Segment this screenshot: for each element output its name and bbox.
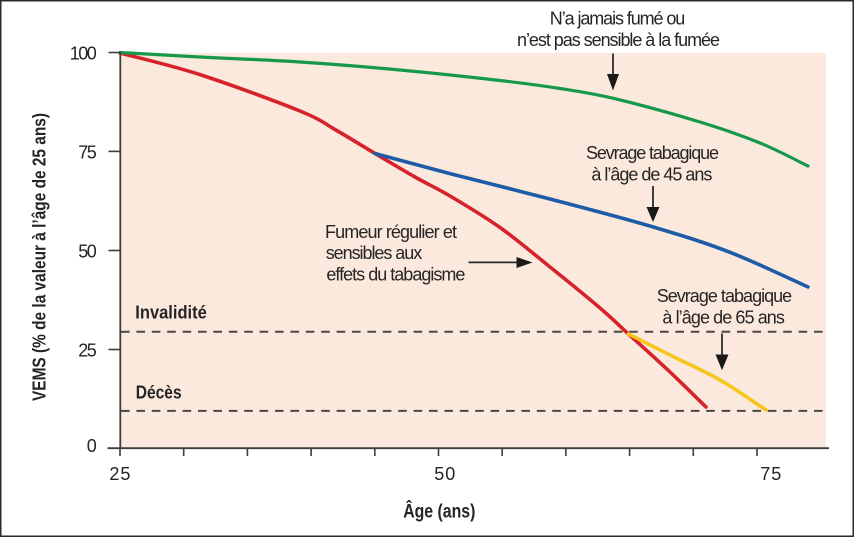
svg-text:75: 75 [78,142,97,162]
svg-text:0: 0 [87,436,97,456]
svg-text:N’a jamais fumé ou: N’a jamais fumé ou [550,9,686,29]
svg-text:à l’âge de 65 ans: à l’âge de 65 ans [662,307,785,327]
svg-text:25: 25 [109,464,130,484]
svg-text:25: 25 [78,340,97,360]
svg-text:50: 50 [78,242,97,262]
svg-text:Décès: Décès [136,383,182,403]
svg-text:Âge (ans): Âge (ans) [403,499,475,523]
svg-text:50: 50 [434,464,455,484]
svg-text:Invalidité: Invalidité [135,303,207,323]
svg-text:100: 100 [70,44,97,64]
svg-text:effets du tabagisme: effets du tabagisme [326,265,465,285]
svg-text:n’est pas sensible à la fumée: n’est pas sensible à la fumée [517,30,720,50]
svg-text:Fumeur régulier et: Fumeur régulier et [325,222,457,242]
svg-text:75: 75 [760,464,781,484]
svg-text:sensibles aux: sensibles aux [326,243,423,263]
svg-text:Sevrage tabagique: Sevrage tabagique [657,286,793,306]
svg-text:Sevrage tabagique: Sevrage tabagique [586,143,719,163]
svg-text:à l’âge de 45 ans: à l’âge de 45 ans [591,164,712,184]
svg-text:VEMS (% de la valeur à l’âge d: VEMS (% de la valeur à l’âge de 25 ans) [30,113,50,401]
